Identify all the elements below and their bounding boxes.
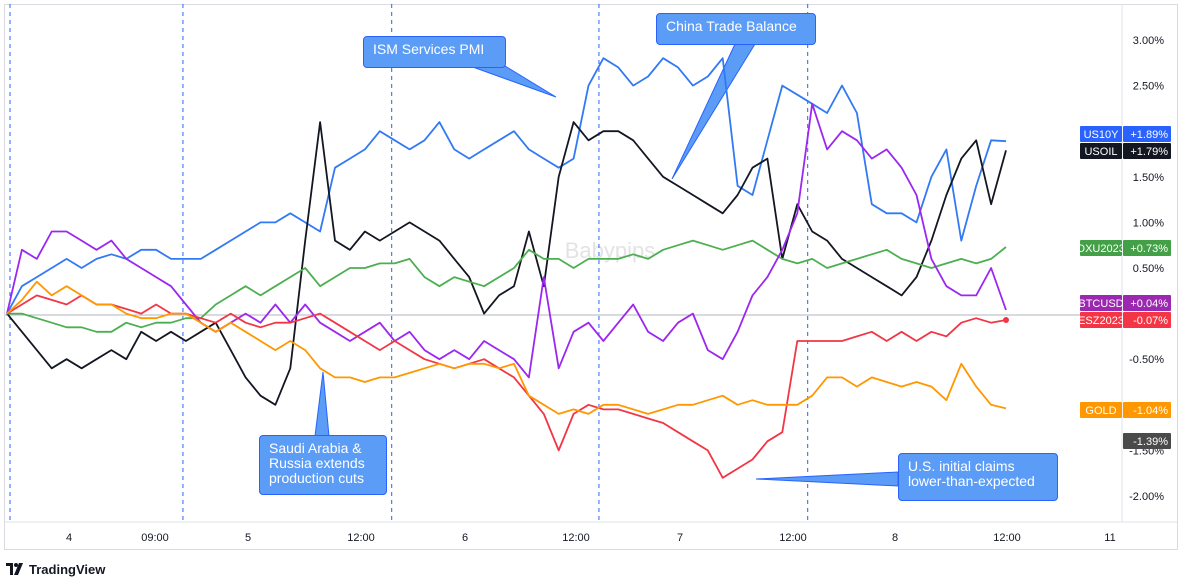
x-tick-label: 8 [892, 532, 898, 544]
chart-frame [4, 4, 1178, 550]
tag-name-text: DXU2023 [1077, 243, 1125, 255]
price-tag-bg [1123, 312, 1171, 328]
price-tag-bg [1123, 433, 1171, 449]
price-tag-value: +1.89% [1130, 129, 1168, 141]
price-tag-value: +0.04% [1130, 298, 1168, 310]
tag-name-text: GOLD [1085, 405, 1116, 417]
price-tag-bg [1123, 240, 1171, 256]
tag-name-text: BTCUSD [1078, 298, 1123, 310]
tag-name-us10y [1080, 126, 1122, 142]
series-line-usoil [6, 121, 1007, 406]
tag-name-btcusd [1080, 295, 1122, 311]
y-tick-label: 1.50% [1133, 172, 1164, 184]
y-tick-label: -2.00% [1129, 491, 1164, 503]
tag-name-dxu2023 [1080, 240, 1122, 256]
footer[interactable]: TradingView [6, 560, 105, 578]
x-tick-label: 7 [677, 532, 683, 544]
y-tick-label: 1.00% [1133, 217, 1164, 229]
x-tick-label: 4 [66, 532, 72, 544]
callout-china-trade-balance: China Trade Balance [656, 13, 816, 45]
tag-name-text: USOIL [1084, 146, 1117, 158]
tag-name-gold [1080, 402, 1122, 418]
price-tag-bg [1123, 402, 1171, 418]
price-tag-value: -1.39% [1133, 436, 1168, 448]
footer-brand: TradingView [29, 561, 106, 577]
series-line-btcusd [6, 102, 1007, 379]
x-tick-label: 12:00 [562, 532, 590, 544]
series-line-dxu2023 [7, 239, 1007, 333]
callout-ism-services-pmi: ISM Services PMI [363, 36, 506, 68]
x-tick-label: 09:00 [141, 532, 169, 544]
tag-name-text: US10Y [1084, 129, 1120, 141]
tag-name-esz2023 [1080, 312, 1122, 328]
y-tick-label: 3.00% [1133, 35, 1164, 47]
x-tick-label: 6 [462, 532, 468, 544]
callout-pointer-0 [469, 65, 557, 98]
price-tag-value: -0.07% [1133, 315, 1168, 327]
callout-us-initial-claims: U.S. initial claims lower-than-expected [898, 453, 1058, 501]
esz-last-point [1003, 317, 1009, 323]
callout-pointer-1 [671, 43, 756, 180]
tradingview-logo-icon [6, 563, 23, 575]
x-tick-label: 5 [245, 532, 251, 544]
price-tag-value: +0.73% [1130, 243, 1168, 255]
series-line-us10y [6, 57, 1007, 315]
callout-pointer-3 [755, 471, 899, 487]
y-tick-label: -0.50% [1129, 354, 1164, 366]
x-tick-label: 12:00 [993, 532, 1021, 544]
x-tick-label: 12:00 [347, 532, 375, 544]
callout-saudi-russia: Saudi Arabia & Russia extends production… [259, 435, 387, 495]
tag-name-text: ESZ2023 [1078, 315, 1124, 327]
callout-pointer-2 [314, 371, 330, 437]
tag-name-usoil [1080, 143, 1122, 159]
y-tick-label: 0.50% [1133, 263, 1164, 275]
x-tick-label: 12:00 [779, 532, 807, 544]
y-tick-label: 2.50% [1133, 81, 1164, 93]
price-tag-bg [1123, 295, 1171, 311]
price-tag-value: +1.79% [1130, 146, 1168, 158]
price-tag-bg [1123, 143, 1171, 159]
series-line-gold [6, 280, 1007, 415]
x-tick-label: 11 [1104, 532, 1115, 544]
price-tag-bg [1123, 126, 1171, 142]
price-tag-value: -1.04% [1133, 405, 1168, 417]
